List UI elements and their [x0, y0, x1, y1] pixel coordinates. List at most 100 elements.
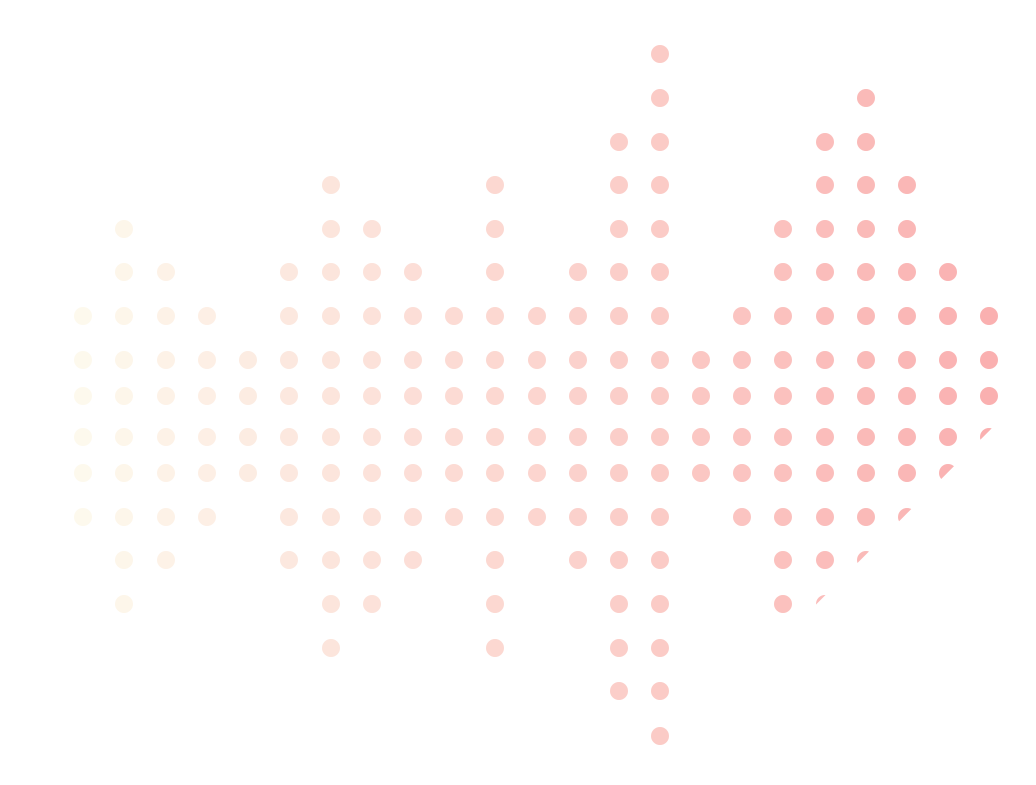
dot: [74, 387, 92, 405]
dot: [774, 508, 792, 526]
dot: [445, 428, 463, 446]
dot: [692, 428, 710, 446]
dot: [115, 307, 133, 325]
dot: [816, 307, 834, 325]
dot: [569, 387, 587, 405]
dot: [651, 682, 669, 700]
dot: [651, 45, 669, 63]
dot-group: [74, 45, 998, 745]
dot: [157, 551, 175, 569]
dot: [816, 464, 834, 482]
dot: [816, 551, 834, 569]
dot: [280, 307, 298, 325]
dot: [610, 220, 628, 238]
dot: [280, 551, 298, 569]
dot: [322, 351, 340, 369]
dot: [692, 464, 710, 482]
dot: [774, 464, 792, 482]
dot: [898, 508, 916, 526]
dot: [528, 387, 546, 405]
dot: [692, 351, 710, 369]
dot: [198, 351, 216, 369]
dot: [404, 464, 422, 482]
dot: [280, 464, 298, 482]
dot: [322, 508, 340, 526]
dot: [486, 464, 504, 482]
dot: [816, 387, 834, 405]
dot: [404, 508, 422, 526]
dot: [486, 263, 504, 281]
dot: [528, 428, 546, 446]
dot: [939, 387, 957, 405]
dot: [651, 351, 669, 369]
dot: [651, 176, 669, 194]
dot: [651, 639, 669, 657]
dot: [898, 263, 916, 281]
dot: [733, 464, 751, 482]
dot: [733, 508, 751, 526]
dot: [774, 220, 792, 238]
dot: [980, 387, 998, 405]
dot: [239, 464, 257, 482]
dot: [280, 387, 298, 405]
dot: [363, 464, 381, 482]
dot: [198, 464, 216, 482]
dot: [363, 428, 381, 446]
dot: [445, 508, 463, 526]
dot: [486, 176, 504, 194]
dot: [115, 464, 133, 482]
dot: [115, 428, 133, 446]
dot: [363, 508, 381, 526]
dot: [322, 220, 340, 238]
dot: [280, 351, 298, 369]
dot: [115, 551, 133, 569]
dot: [857, 351, 875, 369]
dot: [322, 428, 340, 446]
dot: [610, 133, 628, 151]
dot: [774, 263, 792, 281]
dot: [569, 351, 587, 369]
dot: [404, 387, 422, 405]
dot: [363, 387, 381, 405]
dot: [610, 508, 628, 526]
dot: [404, 351, 422, 369]
dot: [610, 263, 628, 281]
dot: [486, 220, 504, 238]
dot: [486, 428, 504, 446]
dot: [404, 307, 422, 325]
dot: [322, 595, 340, 613]
dot: [898, 428, 916, 446]
dot: [651, 89, 669, 107]
dot: [363, 263, 381, 281]
dot: [322, 464, 340, 482]
dot: [280, 263, 298, 281]
dot: [322, 639, 340, 657]
dot: [363, 307, 381, 325]
dot: [651, 464, 669, 482]
dot: [157, 351, 175, 369]
dot: [939, 307, 957, 325]
dot: [404, 551, 422, 569]
dot: [198, 508, 216, 526]
dot: [939, 263, 957, 281]
dot: [610, 682, 628, 700]
dot: [74, 508, 92, 526]
dot: [857, 176, 875, 194]
dot: [816, 508, 834, 526]
dot: [857, 307, 875, 325]
dot: [816, 263, 834, 281]
dot: [322, 263, 340, 281]
dot: [239, 351, 257, 369]
dot: [816, 595, 834, 613]
dot: [733, 428, 751, 446]
dot: [322, 307, 340, 325]
dot: [569, 428, 587, 446]
dot: [610, 595, 628, 613]
dot: [898, 351, 916, 369]
dot: [569, 263, 587, 281]
dot: [774, 351, 792, 369]
dot: [115, 220, 133, 238]
dot: [486, 387, 504, 405]
dot: [445, 307, 463, 325]
